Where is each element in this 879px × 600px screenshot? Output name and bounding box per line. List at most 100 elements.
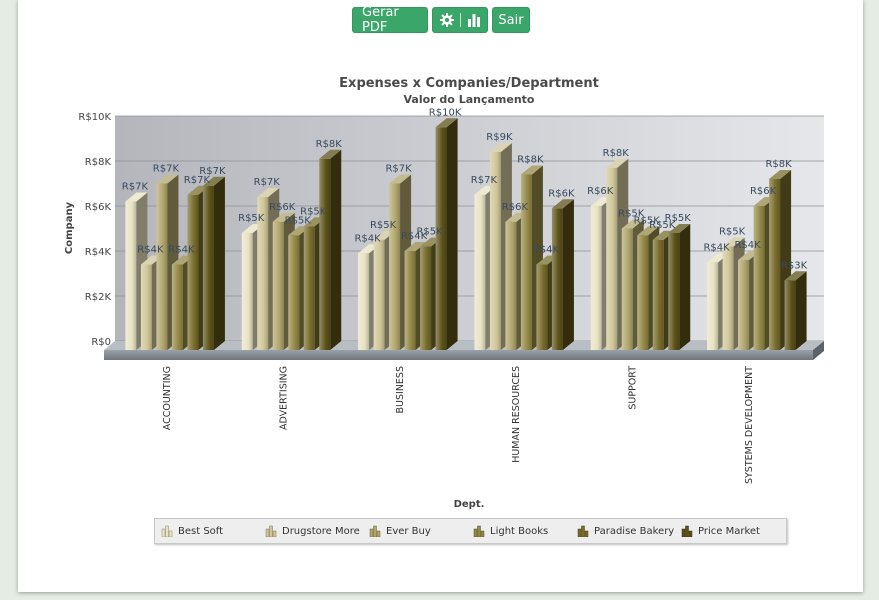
floor-front [104,350,813,360]
data-label: R$8K [316,139,343,150]
gear-icon [439,13,454,27]
bar-front [358,253,370,350]
labels-group: R$7KR$4KR$7KR$4KR$7KR$7KACCOUNTINGR$5KR$… [122,107,808,484]
legend-label: Drugstore More [282,525,360,537]
data-label: R$7K [184,175,211,186]
bar-front [520,174,532,350]
data-label: R$3K [781,260,808,271]
bar-top [435,118,458,128]
data-label: R$4K [137,245,164,256]
bar [435,118,458,350]
legend-bar-icon [265,525,277,537]
legend-label: Paradise Bakery [594,525,675,537]
y-tick-label: R$6K [85,202,112,213]
bar-side [795,271,807,350]
bar-top [769,170,792,179]
bar-front [505,221,517,350]
bar-front [668,233,680,350]
y-tick-label: R$8K [85,157,112,168]
bar-top [520,165,543,175]
x-tick-label: BUSINESS [395,366,406,413]
bar-front [606,167,618,350]
bar-top [637,226,660,236]
legend-label: Price Market [698,525,760,537]
legend-item[interactable]: Price Market [681,525,760,537]
data-label: R$4K [401,231,428,242]
y-axis-title: Company [64,201,75,254]
bar-front [621,228,633,350]
bar-side [679,224,691,350]
data-label: R$5K [370,220,397,231]
x-tick-label: SYSTEMS DEVELOPMENT [744,366,755,484]
data-label: R$9K [486,132,513,143]
bar-top [272,212,295,222]
bar-front [707,262,719,350]
button-separator [459,13,461,27]
data-label: R$8K [765,159,792,170]
bar-front [373,239,385,350]
data-label: R$6K [548,188,575,199]
exit-button[interactable]: Sair [492,7,530,33]
chart-settings-button[interactable] [432,7,488,33]
data-label: R$5K [665,213,692,224]
generate-pdf-button[interactable]: Gerar PDF [352,5,428,35]
data-label: R$4K [354,233,381,244]
bar-top [606,158,629,168]
legend-label: Light Books [490,525,549,537]
bar [784,271,807,350]
bar-side [446,118,458,350]
bar-chart-icon [467,14,480,27]
data-label: R$7K [122,182,149,193]
bar-side [562,199,574,350]
legend-bar-icon [473,525,485,537]
legend-item[interactable]: Light Books [473,525,548,537]
bar [551,199,574,350]
bar-top [404,242,427,251]
legend-item[interactable]: Best Soft [161,525,223,537]
bar-front [272,221,284,350]
bar [668,224,691,350]
legend-bar-icon [369,525,381,537]
data-label: R$4K [533,245,560,256]
bar-front [474,194,486,350]
legend-bar-icon [161,525,173,537]
data-label: R$7K [471,175,498,186]
data-label: R$5K [416,227,443,238]
bar-top [389,174,412,184]
bar-front [202,185,214,350]
data-label: R$5K [285,215,312,226]
legend-label: Best Soft [178,525,224,537]
legend-item[interactable]: Ever Buy [369,525,431,537]
data-label: R$6K [502,202,529,213]
bar-side [330,149,342,350]
data-label: R$5K [649,220,676,231]
bar-front [319,158,331,350]
legend-item[interactable]: Paradise Bakery [577,525,674,537]
bar-top [784,271,807,281]
legend-label: Ever Buy [386,525,431,537]
bars-group [125,118,807,350]
bar-front [187,194,199,350]
data-label: R$6K [269,202,296,213]
y-tick-label: R$2K [85,292,112,303]
data-label: R$8K [517,155,544,166]
bar-front [489,152,501,350]
bar-front [156,183,168,350]
data-label: R$5K [618,209,645,220]
data-label: R$10K [429,107,462,118]
legend-item[interactable]: Drugstore More [265,525,360,537]
data-label: R$6K [587,186,614,197]
x-tick-label: ACCOUNTING [162,366,173,430]
bar-top [156,174,179,184]
toolbar: Gerar PDF Sair [352,5,530,35]
bar [319,149,342,350]
floor-side [813,341,824,360]
bar-front [404,251,416,350]
data-label: R$4K [703,242,730,253]
bar-front [241,233,253,350]
bar-front [140,264,152,350]
data-label: R$4K [734,240,761,251]
bar-top [551,199,574,209]
bar-front [303,226,315,350]
